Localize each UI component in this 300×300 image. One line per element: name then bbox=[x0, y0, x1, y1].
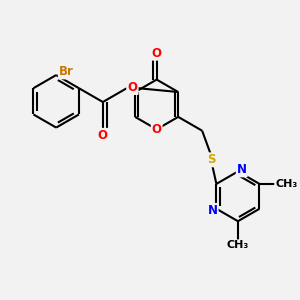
Text: Br: Br bbox=[59, 65, 74, 78]
Text: CH₃: CH₃ bbox=[227, 240, 249, 250]
Text: O: O bbox=[128, 81, 137, 94]
Text: O: O bbox=[152, 47, 162, 60]
Text: N: N bbox=[237, 164, 247, 176]
Text: O: O bbox=[98, 129, 108, 142]
Text: S: S bbox=[207, 153, 216, 166]
Text: O: O bbox=[128, 81, 137, 94]
Text: N: N bbox=[208, 204, 218, 217]
Text: CH₃: CH₃ bbox=[275, 179, 297, 189]
Text: O: O bbox=[152, 124, 162, 136]
